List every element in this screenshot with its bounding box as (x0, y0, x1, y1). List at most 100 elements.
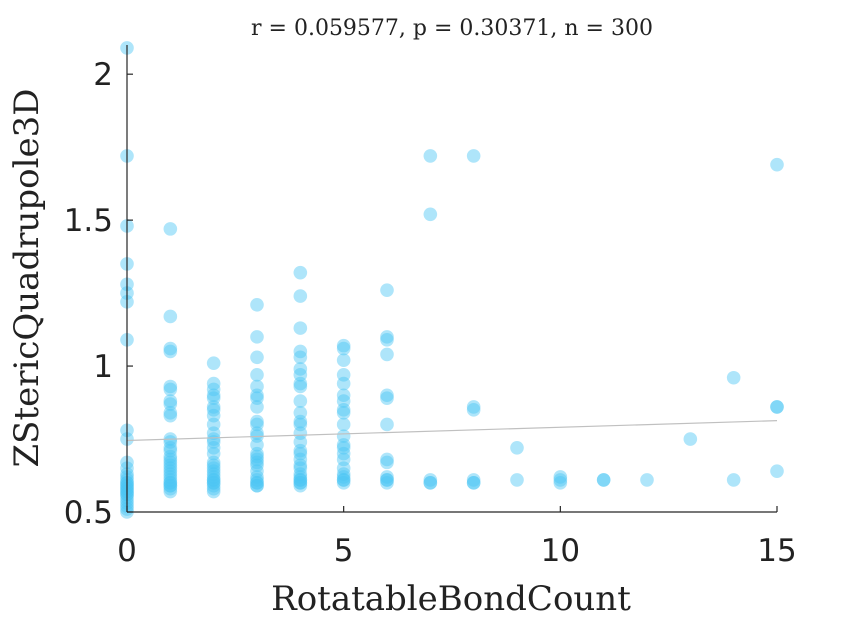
data-point (293, 476, 308, 490)
data-point (293, 289, 308, 303)
data-point (250, 470, 264, 484)
data-point (206, 417, 221, 432)
data-point (466, 149, 481, 163)
data-point (250, 297, 264, 312)
data-point (293, 435, 308, 449)
data-point (250, 452, 264, 467)
chart-title: r = 0.059577, p = 0.30371, n = 300 (251, 16, 653, 41)
data-point (336, 403, 351, 417)
data-point (466, 400, 481, 414)
data-point (163, 382, 178, 397)
x-tick-label: 0 (117, 533, 137, 569)
y-tick-label: 0.5 (64, 495, 113, 531)
data-point (250, 388, 264, 403)
data-point (336, 476, 351, 490)
x-axis-label: RotatableBondCount (271, 579, 631, 619)
data-point (163, 455, 178, 470)
data-point (293, 321, 308, 335)
data-point (250, 478, 264, 493)
data-point (770, 464, 784, 478)
data-point (336, 440, 351, 455)
x-axis-ticks: 0 5 10 15 (117, 506, 797, 569)
x-tick-label: 10 (541, 533, 580, 569)
data-point (206, 467, 221, 481)
data-point (206, 461, 221, 476)
data-point (293, 417, 308, 432)
data-point (336, 438, 351, 452)
data-point (423, 207, 438, 222)
data-point (250, 400, 264, 414)
y-axis-ticks: 0.5 1 1.5 2 (64, 57, 133, 531)
data-point (206, 408, 221, 423)
data-point (293, 362, 308, 376)
data-point (380, 347, 394, 362)
data-point (250, 414, 264, 429)
data-point (163, 484, 178, 499)
data-point (380, 388, 394, 403)
data-point (163, 452, 178, 467)
data-point (250, 350, 264, 365)
y-tick-label: 2 (93, 57, 113, 93)
data-point (380, 452, 394, 467)
data-point (206, 432, 221, 446)
data-point (466, 473, 481, 487)
data-point (163, 379, 178, 394)
data-point (206, 476, 221, 490)
data-point (770, 400, 784, 414)
regression-line (126, 420, 778, 442)
data-point (163, 405, 178, 420)
data-point (163, 478, 178, 493)
data-point (206, 388, 221, 403)
data-point (293, 461, 308, 476)
data-point (250, 417, 264, 432)
data-point (163, 461, 178, 476)
data-point (250, 446, 264, 461)
data-point (163, 394, 178, 408)
data-point (466, 476, 481, 490)
data-point (336, 429, 351, 443)
data-point (250, 478, 264, 493)
y-tick-label: 1.5 (64, 203, 113, 239)
data-point (336, 338, 351, 353)
data-point (336, 353, 351, 368)
data-point (336, 368, 351, 382)
data-point (336, 473, 351, 487)
data-point (336, 388, 351, 403)
data-point (250, 473, 264, 487)
data-point (596, 473, 611, 487)
data-point (206, 403, 221, 417)
data-point (163, 397, 178, 411)
data-point (163, 478, 178, 493)
data-point (163, 464, 178, 478)
data-point (336, 341, 351, 356)
data-point (380, 283, 394, 297)
data-point (336, 417, 351, 432)
data-point (163, 458, 178, 473)
data-point (250, 464, 264, 478)
data-point (466, 403, 481, 417)
data-point (293, 394, 308, 408)
data-point (206, 382, 221, 397)
data-point (163, 341, 178, 356)
data-point (250, 379, 264, 394)
data-point (293, 376, 308, 391)
data-point (640, 473, 654, 487)
data-point (206, 470, 221, 484)
data-point (726, 370, 741, 385)
data-point (206, 356, 221, 370)
data-point (163, 309, 178, 324)
data-point (206, 455, 221, 470)
data-point (596, 473, 611, 487)
data-point (250, 438, 264, 452)
data-point (423, 473, 438, 487)
data-point (336, 461, 351, 476)
data-point (206, 464, 221, 478)
data-point (293, 379, 308, 394)
data-point (466, 476, 481, 490)
data-point (163, 467, 178, 481)
data-point (293, 452, 308, 467)
data-point (206, 426, 221, 440)
data-point (380, 473, 394, 487)
y-axis-label: ZStericQuadrupole3D (7, 89, 47, 468)
